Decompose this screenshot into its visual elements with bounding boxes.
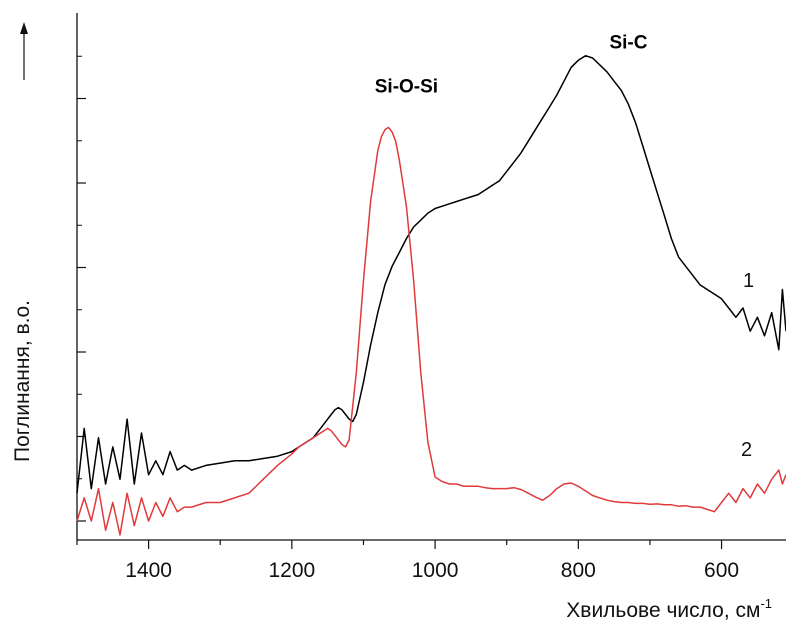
x-tick-label: 1400	[125, 559, 172, 582]
series-layer	[76, 54, 786, 536]
curve-label-1: 1	[743, 270, 754, 292]
curve-label-2: 2	[741, 439, 752, 461]
x-tick-label: 1200	[268, 559, 315, 582]
x-tick-label: 1000	[412, 559, 459, 582]
y-axis-arrow-icon	[20, 22, 28, 80]
x-tick-label: 800	[561, 559, 596, 582]
series-line-2	[76, 126, 786, 536]
labels-layer: Поглинання, в.о. Хвильове число, см-1 12…	[11, 22, 772, 622]
annotation-2: Si-C	[609, 33, 647, 54]
chart-axes: 1400 1200 1000 800 600	[76, 13, 786, 582]
x-tick-label: 600	[704, 559, 739, 582]
series-line-1	[76, 54, 786, 494]
annotation-1: Si-O-Si	[375, 77, 438, 98]
x-axis-title-text: Хвильове число, см	[566, 599, 760, 622]
x-axis-title-exponent: -1	[760, 596, 772, 611]
y-axis-title: Поглинання, в.о.	[11, 300, 34, 462]
x-axis-title: Хвильове число, см-1	[566, 596, 772, 622]
